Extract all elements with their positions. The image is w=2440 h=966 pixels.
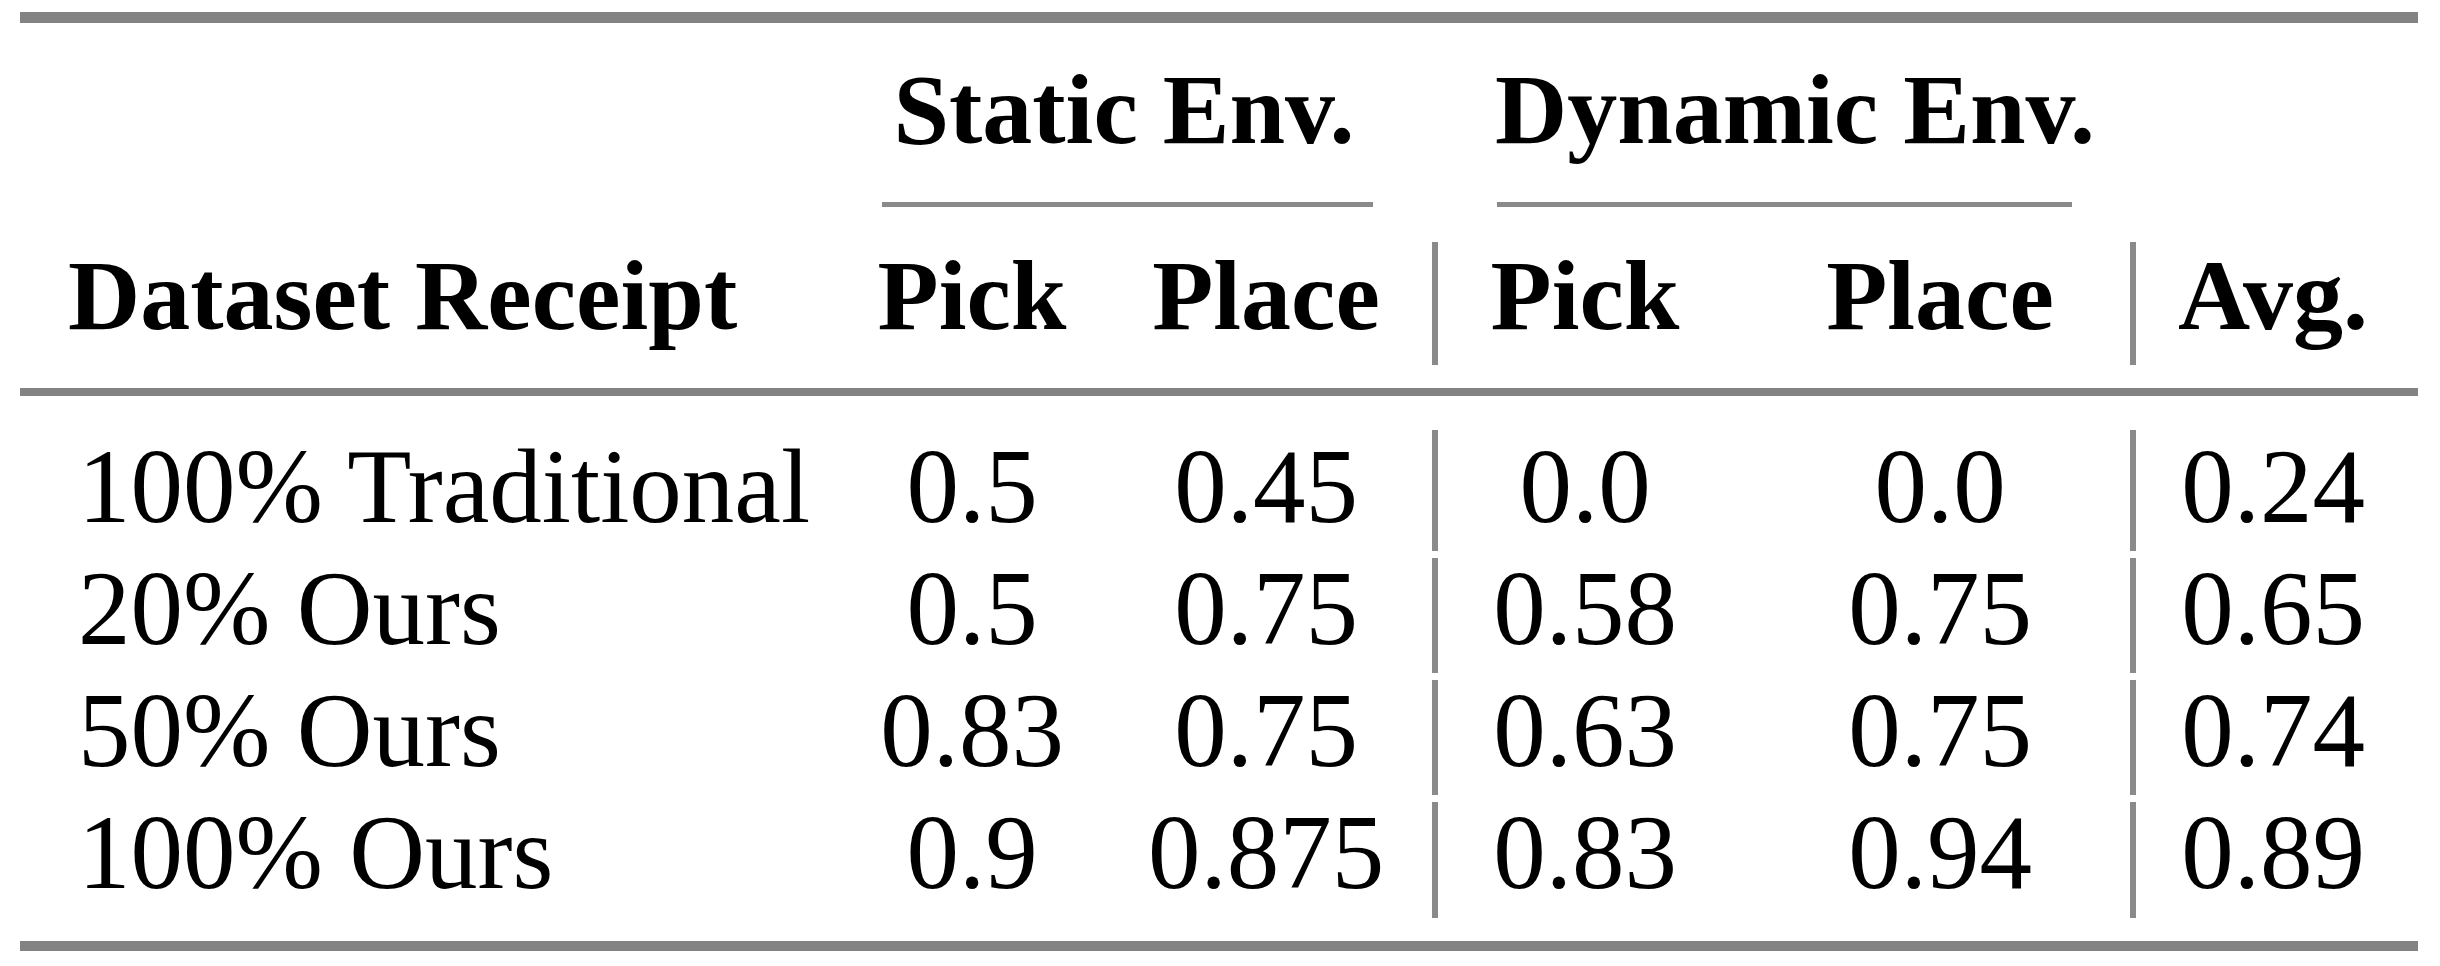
paper-results-table: Static Env. Dynamic Env. Dataset Receipt…: [0, 0, 2440, 966]
cell-dynamic-pick: 0.58: [1385, 556, 1785, 661]
table-bottom-rule: [20, 941, 2418, 951]
dynamic-env-cmidrule: [1497, 202, 2072, 207]
table-top-rule: [20, 12, 2418, 23]
row-label: 20% Ours: [78, 556, 501, 661]
row-label: 50% Ours: [78, 678, 501, 783]
cell-avg: 0.89: [2073, 800, 2440, 905]
cell-dynamic-pick: 0.0: [1385, 434, 1785, 539]
cell-avg: 0.74: [2073, 678, 2440, 783]
cell-dynamic-pick: 0.83: [1385, 800, 1785, 905]
cell-avg: 0.24: [2073, 434, 2440, 539]
static-env-cmidrule: [882, 202, 1373, 207]
cell-avg: 0.65: [2073, 556, 2440, 661]
group-header-static-env: Static Env.: [774, 60, 1474, 160]
column-header-dynamic-pick: Pick: [1385, 246, 1785, 346]
row-label: 100% Ours: [78, 800, 553, 905]
row-label: 100% Traditional: [78, 434, 810, 539]
column-header-avg: Avg.: [2073, 246, 2440, 346]
table-header-midrule: [20, 388, 2418, 396]
cell-dynamic-pick: 0.63: [1385, 678, 1785, 783]
group-header-dynamic-env: Dynamic Env.: [1445, 60, 2145, 160]
column-header-dataset-receipt: Dataset Receipt: [68, 246, 737, 346]
